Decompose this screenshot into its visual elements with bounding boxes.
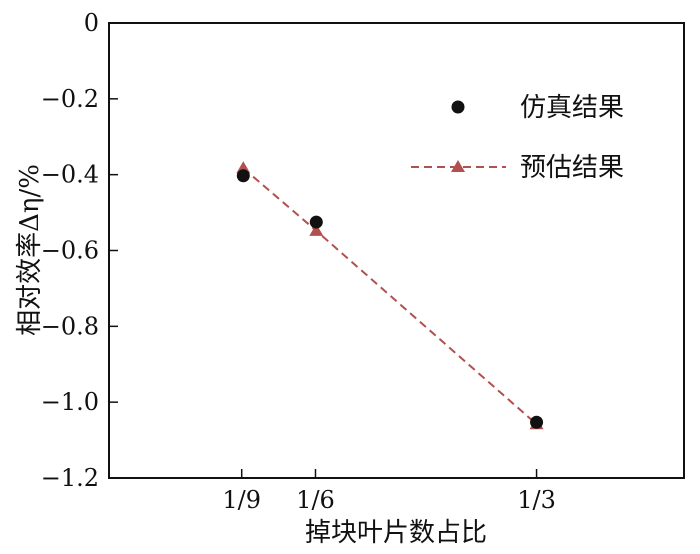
- legend-marker-circle: [451, 100, 465, 114]
- simulation-point: [309, 215, 323, 229]
- legend: 仿真结果 预估结果: [411, 93, 624, 183]
- simulation-point: [530, 415, 544, 429]
- estimate-point: [236, 161, 251, 174]
- legend-label-simulation: 仿真结果: [520, 93, 624, 123]
- legend-label-estimate: 预估结果: [520, 153, 624, 183]
- x-axis-ticks: 1/9 1/6 1/3: [222, 469, 556, 514]
- x-tick-label: 1/9: [222, 486, 261, 514]
- plot-frame: [108, 22, 685, 479]
- y-tick-label: −0.8: [41, 312, 99, 340]
- y-tick-label: −1.0: [41, 388, 99, 416]
- y-axis-label: 相对效率Δη/%: [15, 164, 45, 336]
- y-tick-label: 0: [84, 9, 99, 37]
- legend-marker-triangle: [451, 160, 465, 172]
- x-tick-label: 1/6: [296, 486, 335, 514]
- x-tick-label: 1/3: [517, 486, 556, 514]
- y-tick-label: −1.2: [41, 464, 99, 492]
- series-layer: [236, 161, 544, 430]
- x-axis-label: 掉块叶片数占比: [305, 518, 487, 548]
- y-axis-ticks: 0 −0.2 −0.4 −0.6 −0.8 −1.0 −1.2: [41, 9, 118, 492]
- estimate-dashed-line: [242, 167, 538, 425]
- estimate-point: [309, 223, 324, 236]
- simulation-point: [236, 169, 250, 183]
- y-tick-label: −0.6: [41, 237, 99, 265]
- y-tick-label: −0.4: [41, 161, 99, 189]
- y-tick-label: −0.2: [41, 85, 99, 113]
